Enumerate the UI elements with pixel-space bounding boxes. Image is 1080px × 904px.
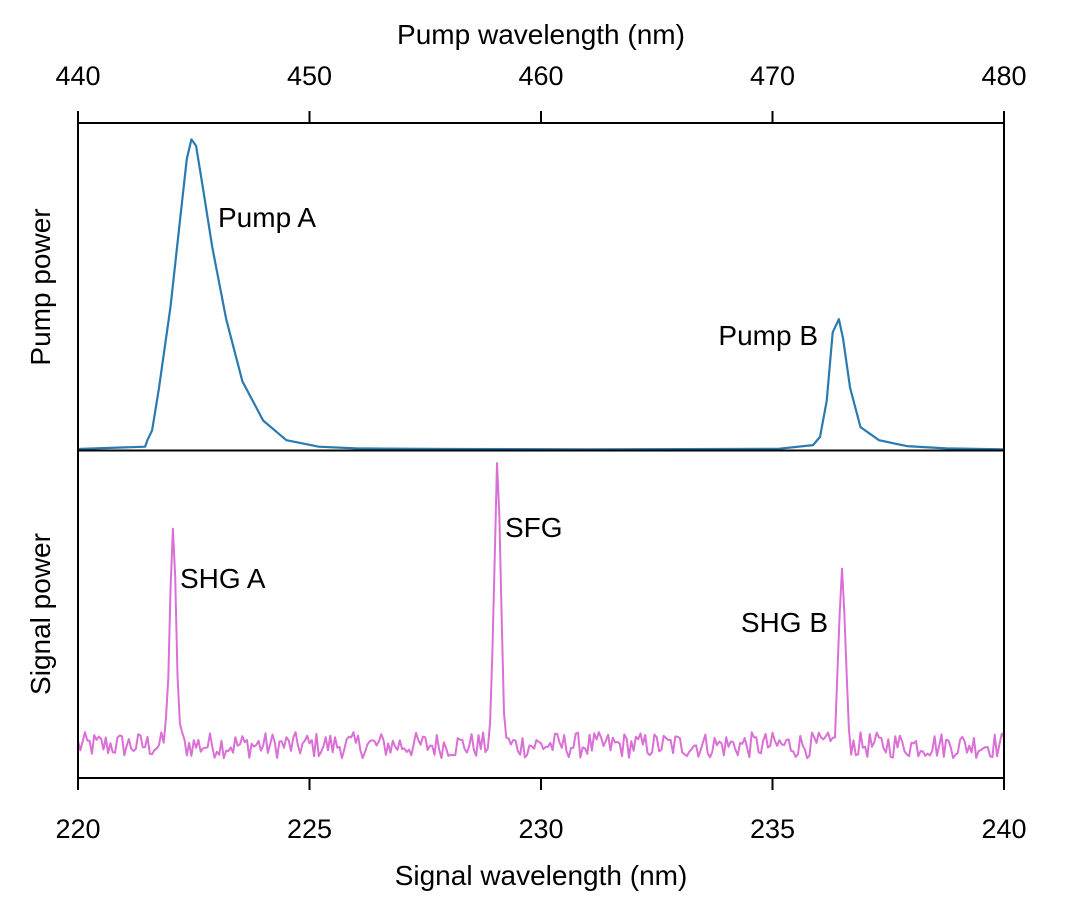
x-tick-label: 470 bbox=[750, 61, 795, 91]
x-tick-label: 220 bbox=[55, 814, 100, 844]
pump-power-series bbox=[77, 138, 1005, 451]
bottom-y-axis-title: Signal power bbox=[25, 533, 56, 695]
signal-power-series bbox=[77, 462, 1005, 760]
top-x-axis-title: Pump wavelength (nm) bbox=[397, 19, 685, 50]
annotation-pump-a: Pump A bbox=[218, 202, 316, 233]
top-x-axis: 440 450 460 470 480 bbox=[55, 61, 1027, 123]
x-tick-label: 225 bbox=[287, 814, 332, 844]
x-tick-label: 440 bbox=[55, 61, 100, 91]
annotation-shg-a: SHG A bbox=[180, 563, 266, 594]
x-tick-label: 235 bbox=[750, 814, 795, 844]
bottom-x-axis: 220 225 230 235 240 bbox=[55, 778, 1027, 844]
annotation-shg-b: SHG B bbox=[741, 607, 828, 638]
bottom-x-axis-title: Signal wavelength (nm) bbox=[395, 860, 688, 891]
top-y-axis-title: Pump power bbox=[25, 208, 56, 365]
x-tick-label: 460 bbox=[518, 61, 563, 91]
annotation-pump-b: Pump B bbox=[718, 320, 818, 351]
x-tick-label: 240 bbox=[981, 814, 1026, 844]
x-tick-label: 230 bbox=[518, 814, 563, 844]
x-tick-label: 450 bbox=[287, 61, 332, 91]
x-tick-label: 480 bbox=[981, 61, 1026, 91]
annotation-sfg: SFG bbox=[505, 512, 563, 543]
